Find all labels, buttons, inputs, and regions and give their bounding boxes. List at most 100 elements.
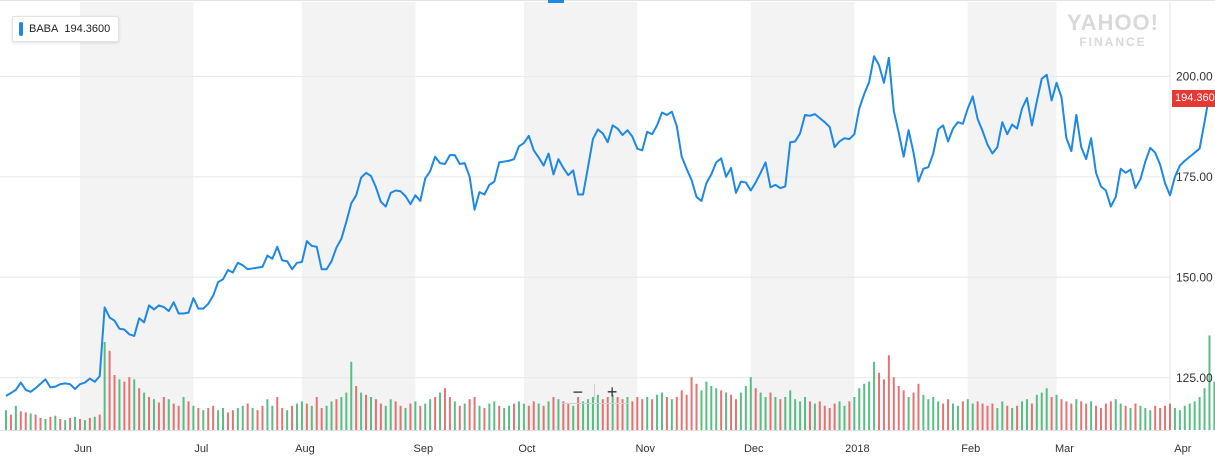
volume-bar bbox=[660, 392, 663, 430]
volume-bar bbox=[1183, 405, 1186, 430]
volume-bar bbox=[611, 394, 614, 430]
volume-bar bbox=[315, 397, 318, 430]
volume-bar bbox=[1193, 401, 1196, 430]
volume-bar bbox=[162, 397, 165, 430]
zoom-controls: − + bbox=[562, 381, 628, 404]
volume-bar bbox=[266, 399, 269, 430]
volume-bar bbox=[1114, 399, 1117, 430]
volume-bar bbox=[1169, 403, 1171, 430]
volume-bar bbox=[942, 403, 945, 430]
volume-bar bbox=[513, 403, 516, 430]
volume-bar bbox=[690, 377, 693, 430]
volume-bar bbox=[922, 394, 925, 430]
current-price-tag: 194.360 bbox=[1172, 90, 1215, 108]
volume-bar bbox=[44, 419, 47, 430]
volume-bar bbox=[1159, 408, 1162, 430]
volume-bar bbox=[508, 405, 511, 430]
volume-bar bbox=[833, 403, 836, 430]
volume-bar bbox=[182, 397, 185, 430]
volume-bar bbox=[458, 405, 461, 430]
volume-bar bbox=[670, 399, 673, 430]
x-tick-label: 2018 bbox=[845, 443, 869, 455]
volume-bar bbox=[1016, 405, 1019, 430]
volume-bar bbox=[291, 405, 294, 430]
volume-bar bbox=[360, 392, 363, 430]
volume-bar bbox=[1099, 408, 1102, 430]
volume-bar bbox=[527, 405, 530, 430]
volume-bar bbox=[286, 410, 289, 430]
volume-bar bbox=[143, 392, 146, 430]
volume-bar bbox=[192, 405, 195, 430]
volume-bar bbox=[823, 405, 826, 430]
volume-bar bbox=[739, 392, 742, 430]
volume-bar bbox=[774, 397, 777, 430]
volume-bar bbox=[300, 401, 303, 430]
volume-bar bbox=[636, 397, 639, 430]
volume-bar bbox=[1124, 405, 1127, 430]
volume-bar bbox=[1154, 405, 1157, 430]
volume-bar bbox=[1045, 388, 1048, 430]
volume-bar bbox=[167, 399, 170, 430]
volume-bar bbox=[720, 390, 723, 430]
volume-bar bbox=[858, 388, 861, 430]
volume-bar bbox=[74, 416, 77, 430]
volume-bar bbox=[394, 401, 397, 430]
volume-bar bbox=[172, 403, 175, 430]
volume-bar bbox=[503, 408, 506, 430]
volume-bar bbox=[197, 408, 200, 430]
price-series bbox=[5, 55, 1215, 397]
volume-bar bbox=[651, 399, 654, 430]
volume-bar bbox=[330, 401, 333, 430]
volume-bar bbox=[601, 399, 604, 430]
volume-bar bbox=[1021, 401, 1024, 430]
zoom-separator bbox=[594, 384, 596, 400]
volume-bar bbox=[1139, 405, 1142, 430]
volume-bar bbox=[118, 379, 121, 430]
volume-bar bbox=[897, 386, 900, 430]
zoom-out-button[interactable]: − bbox=[572, 381, 584, 402]
yahoo-finance-logo: YAHOO! FINANCE bbox=[1067, 12, 1159, 49]
series-legend[interactable]: BABA 194.3600 bbox=[12, 16, 120, 42]
price-line[interactable] bbox=[5, 55, 1215, 397]
volume-bar bbox=[202, 410, 205, 430]
volume-bar bbox=[917, 383, 920, 430]
volume-bar bbox=[927, 399, 930, 430]
volume-bar bbox=[345, 392, 348, 430]
volume-bar bbox=[14, 405, 17, 430]
volume-bar bbox=[399, 405, 402, 430]
volume-bar bbox=[675, 397, 678, 430]
volume-bar bbox=[439, 392, 442, 430]
volume-bar bbox=[113, 375, 116, 430]
volume-bar bbox=[434, 397, 437, 430]
volume-bar bbox=[715, 388, 718, 430]
volume-bar bbox=[730, 394, 733, 430]
volume-bar bbox=[404, 408, 407, 430]
y-axis-labels: 125.00 150.00 175.00 200.00 bbox=[1176, 69, 1213, 384]
volume-bar bbox=[463, 403, 466, 430]
month-band bbox=[301, 2, 416, 430]
volume-bar bbox=[976, 401, 979, 430]
volume-bar bbox=[892, 377, 895, 430]
volume-bar bbox=[419, 405, 422, 430]
month-band bbox=[967, 2, 1057, 430]
volume-bar bbox=[966, 399, 969, 430]
volume-bars bbox=[5, 335, 1215, 430]
x-tick-label: Jun bbox=[74, 443, 92, 455]
volume-bar bbox=[1006, 405, 1009, 430]
month-bands bbox=[79, 2, 1057, 430]
volume-bar bbox=[887, 355, 890, 430]
volume-bar bbox=[784, 397, 787, 430]
volume-bar bbox=[838, 401, 841, 430]
volume-bar bbox=[296, 403, 298, 430]
range-scroll-tab[interactable] bbox=[548, 0, 564, 3]
volume-bar bbox=[1109, 401, 1112, 430]
volume-bar bbox=[1178, 410, 1181, 430]
volume-bar bbox=[93, 416, 96, 430]
volume-bar bbox=[350, 361, 353, 430]
volume-bar bbox=[217, 410, 220, 430]
volume-bar bbox=[241, 405, 244, 430]
volume-bar bbox=[187, 401, 190, 430]
zoom-in-button[interactable]: + bbox=[606, 381, 618, 402]
